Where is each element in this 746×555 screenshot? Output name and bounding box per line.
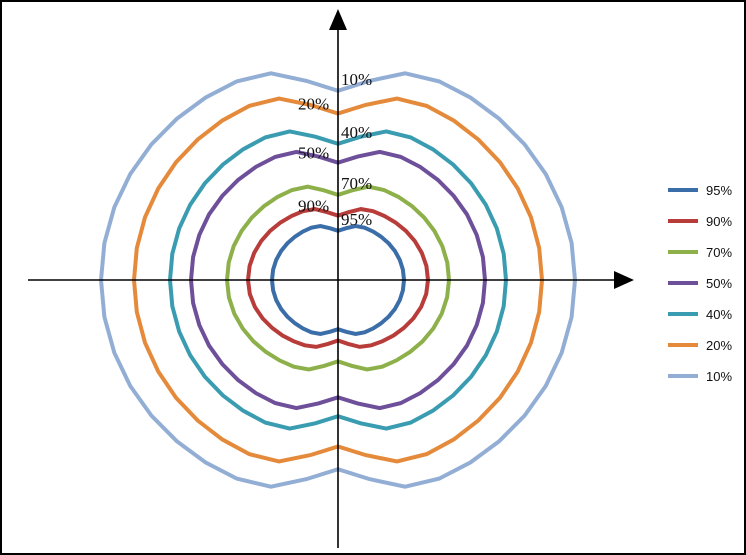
- legend-entry-70pct: 70%: [706, 245, 732, 260]
- legend: 95% 90% 70% 50% 40% 20% 10%: [668, 183, 732, 384]
- curve-label-50pct: 50%: [298, 144, 329, 163]
- curve-label-20pct: 20%: [298, 95, 329, 114]
- axes: [28, 9, 634, 548]
- y-axis-arrow-icon: [329, 9, 347, 30]
- legend-entry-90pct: 90%: [706, 214, 732, 229]
- x-axis-arrow-icon: [614, 271, 634, 289]
- legend-entry-50pct: 50%: [706, 276, 732, 291]
- curve-label-95pct: 95%: [341, 210, 372, 229]
- curve-labels: 10% 20% 40% 50% 70% 90% 95%: [298, 70, 372, 229]
- legend-entry-10pct: 10%: [706, 369, 732, 384]
- curve-label-90pct: 90%: [298, 197, 329, 216]
- legend-entry-20pct: 20%: [706, 338, 732, 353]
- curve-label-10pct: 10%: [341, 70, 372, 89]
- curve-label-40pct: 40%: [341, 123, 372, 142]
- legend-entry-95pct: 95%: [706, 183, 732, 198]
- curve-label-70pct: 70%: [341, 174, 372, 193]
- legend-entry-40pct: 40%: [706, 307, 732, 322]
